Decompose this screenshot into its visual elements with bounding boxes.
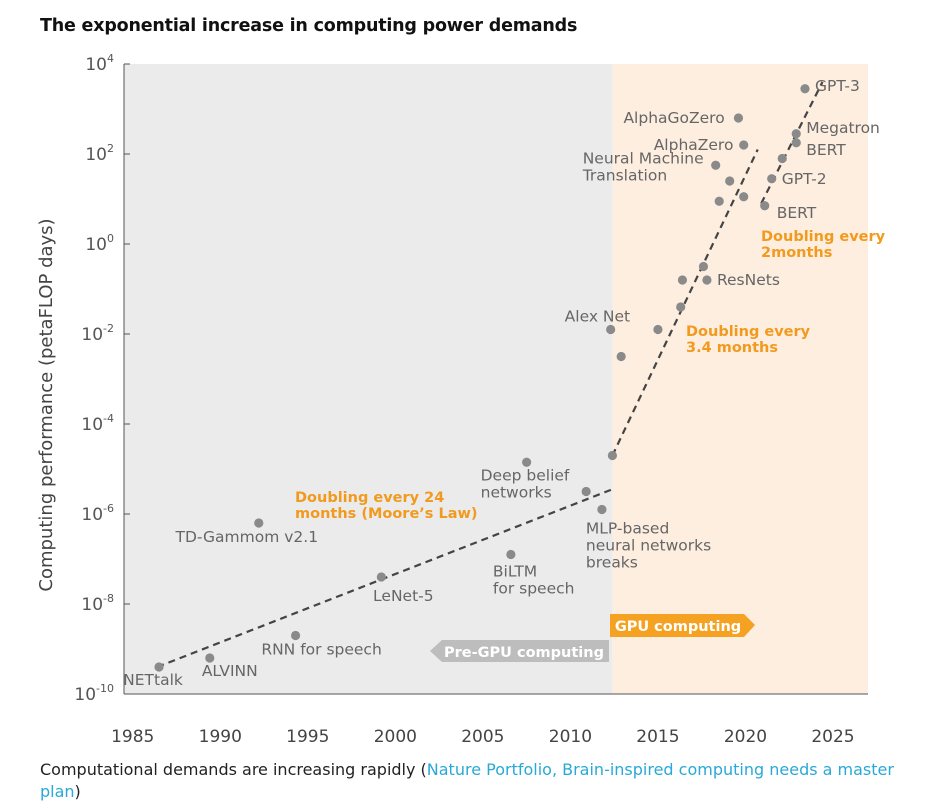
point-label: AlphaGoZero	[623, 109, 724, 127]
annotation-doubling: Doubling every 3.4 months	[686, 324, 811, 356]
y-tick-label: 10-2	[81, 322, 114, 345]
y-tick-label: 104	[85, 52, 114, 75]
data-point	[616, 351, 626, 362]
x-tick-label: 1985	[111, 727, 154, 747]
data-point	[522, 457, 532, 467]
caption-source-link[interactable]: Nature Portfolio, Brain-inspired computi…	[40, 760, 894, 801]
data-point	[698, 261, 709, 272]
data-point	[653, 324, 663, 335]
point-label: NETtalk	[123, 671, 183, 689]
annotations: Doubling every 24 months (Moore’s Law) Dou…	[295, 229, 886, 662]
x-tick-label: 1995	[286, 727, 329, 747]
y-tick-label: 10-4	[81, 412, 114, 435]
chart-background	[124, 64, 868, 694]
data-point	[606, 324, 616, 335]
gpu-label: GPU computing	[615, 619, 741, 635]
data-point	[777, 153, 787, 164]
pre-gpu-label: Pre-GPU computing	[444, 645, 604, 661]
y-tick-label: 10-6	[81, 502, 114, 525]
data-point	[791, 138, 801, 148]
data-point	[702, 275, 712, 285]
point-label: RNN for speech	[261, 641, 381, 659]
x-tick-label: 2005	[461, 727, 504, 747]
data-point	[376, 572, 386, 582]
data-point	[714, 196, 724, 206]
data-point	[760, 201, 770, 211]
point-label: Neural Machine Translation	[582, 149, 704, 184]
point-label: LeNet-5	[373, 587, 434, 605]
gpu-arrow	[610, 614, 755, 637]
point-labels: NETtalk ALVINN TD-Gammom v2.1 RNN for speec…	[123, 77, 880, 689]
pre-gpu-arrow	[430, 640, 609, 662]
data-point	[739, 140, 749, 150]
data-point	[506, 549, 516, 560]
y-axis-label: Computing performance (petaFLOP days)	[36, 218, 57, 592]
annotation-doubling: Doubling every 24 months (Moore’s Law)	[295, 490, 478, 522]
data-point	[733, 113, 744, 123]
y-tick-label: 102	[85, 142, 114, 165]
data-point	[676, 302, 686, 312]
point-label: ALVINN	[202, 662, 258, 680]
region-gpu	[612, 64, 868, 694]
data-point	[581, 486, 591, 497]
data-point	[607, 450, 618, 461]
y-tick-label: 100	[85, 232, 114, 255]
caption-close: )	[74, 782, 81, 801]
data-point	[205, 653, 215, 663]
x-tick-label: 2015	[636, 727, 679, 747]
point-label: TD-Gammom v2.1	[174, 528, 318, 546]
trend-line-doubling-2-months	[760, 81, 824, 204]
chart-canvas: 104 102 100 10-2 10-4 10-6 10-8 10-10 1985 1990 19…	[74, 52, 886, 747]
data-point	[711, 160, 721, 170]
point-label: BERT	[806, 141, 846, 159]
data-point	[677, 275, 688, 285]
data-point	[791, 129, 801, 139]
data-point	[154, 662, 164, 672]
data-point	[739, 192, 749, 202]
point-label: AlphaZero	[654, 136, 734, 154]
point-label: MLP-based neural networks breaks	[586, 520, 711, 572]
y-tick-label: 10-8	[81, 592, 114, 615]
data-point	[767, 174, 777, 184]
chart-axes: 104 102 100 10-2 10-4 10-6 10-8 10-10 1985 1990 19…	[74, 52, 868, 747]
data-point	[800, 84, 810, 94]
x-tick-label: 2000	[374, 727, 417, 747]
x-tick-label: 2020	[724, 727, 767, 747]
x-tick-label: 2025	[811, 727, 854, 747]
point-label: Alex Net	[565, 308, 630, 326]
data-points	[154, 84, 810, 672]
point-label: GPT-3	[815, 77, 860, 95]
x-tick-label: 2010	[549, 727, 592, 747]
point-label: ResNets	[717, 271, 780, 289]
caption-text: Computational demands are increasing rap…	[40, 760, 427, 779]
data-point	[725, 176, 735, 186]
figure-caption: Computational demands are increasing rap…	[40, 759, 910, 803]
data-point	[254, 518, 264, 528]
chart-title: The exponential increase in computing po…	[40, 16, 578, 36]
annotation-doubling: Doubling every 2months	[761, 229, 886, 261]
data-point	[597, 504, 607, 515]
y-tick-label: 10-10	[74, 682, 114, 705]
region-pre-gpu	[124, 64, 613, 694]
point-label: Deep belief networks	[481, 466, 570, 501]
point-label: GPT-2	[782, 170, 827, 188]
point-label: Megatron	[806, 119, 880, 137]
x-tick-label: 1990	[199, 727, 242, 747]
data-point	[290, 630, 301, 641]
trend-line-doubling-3-4-months	[611, 149, 759, 456]
point-label: BiLTM for speech	[493, 563, 575, 598]
point-label: BERT	[777, 204, 817, 222]
